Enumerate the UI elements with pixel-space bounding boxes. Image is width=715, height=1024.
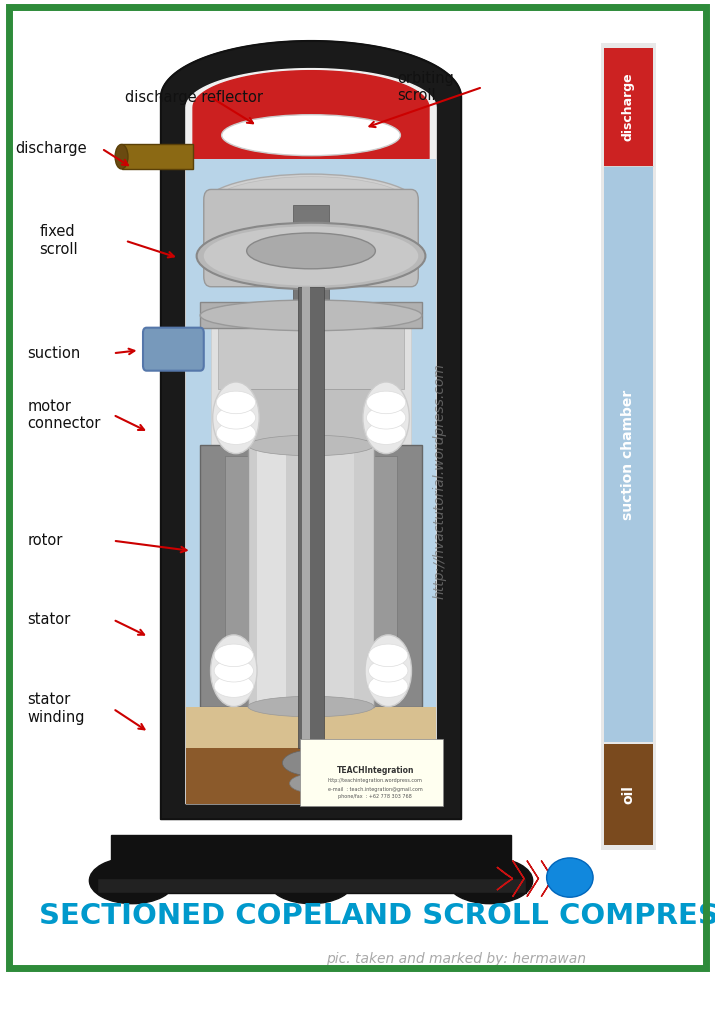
- Polygon shape: [527, 860, 538, 897]
- FancyBboxPatch shape: [204, 189, 418, 287]
- Bar: [601, 43, 656, 850]
- Ellipse shape: [290, 774, 332, 793]
- Ellipse shape: [204, 174, 418, 236]
- Ellipse shape: [222, 115, 400, 156]
- Ellipse shape: [217, 391, 256, 414]
- Polygon shape: [193, 71, 429, 159]
- Ellipse shape: [366, 422, 406, 444]
- Bar: [218, 328, 404, 389]
- Text: suction: suction: [27, 346, 80, 360]
- Bar: [186, 159, 436, 763]
- Text: http://hvactutorial.wordpress.com: http://hvactutorial.wordpress.com: [433, 364, 447, 599]
- Ellipse shape: [365, 635, 412, 707]
- Text: pic. taken and marked by: hermawan: pic. taken and marked by: hermawan: [326, 952, 586, 967]
- Text: discharge: discharge: [16, 141, 87, 156]
- Bar: [186, 748, 436, 804]
- Bar: [604, 48, 653, 166]
- Text: TEACHIntegration: TEACHIntegration: [337, 766, 414, 774]
- Ellipse shape: [214, 644, 253, 667]
- Ellipse shape: [214, 659, 253, 682]
- Text: SECTIONED COPELAND SCROLL COMPRESSOR: SECTIONED COPELAND SCROLL COMPRESSOR: [39, 902, 715, 931]
- Ellipse shape: [282, 750, 340, 776]
- Text: oil: oil: [621, 785, 636, 804]
- FancyBboxPatch shape: [300, 739, 443, 806]
- Text: fixed
scroll: fixed scroll: [39, 224, 78, 257]
- Polygon shape: [186, 69, 436, 804]
- Polygon shape: [161, 41, 461, 819]
- Ellipse shape: [211, 176, 411, 233]
- Ellipse shape: [204, 226, 418, 286]
- Ellipse shape: [248, 696, 374, 717]
- Ellipse shape: [89, 858, 175, 903]
- Ellipse shape: [197, 223, 425, 289]
- Bar: [225, 389, 397, 440]
- Text: discharge reflector: discharge reflector: [125, 90, 263, 104]
- Ellipse shape: [217, 407, 256, 429]
- Text: suction chamber: suction chamber: [621, 389, 636, 520]
- Text: rotor: rotor: [27, 534, 62, 548]
- Ellipse shape: [248, 435, 374, 456]
- Ellipse shape: [268, 858, 354, 903]
- Polygon shape: [497, 879, 513, 890]
- Bar: [248, 445, 374, 707]
- FancyBboxPatch shape: [143, 328, 204, 371]
- Bar: [293, 205, 329, 307]
- Bar: [122, 144, 193, 169]
- Ellipse shape: [369, 675, 408, 697]
- Bar: [200, 302, 422, 328]
- Ellipse shape: [217, 422, 256, 444]
- Bar: [325, 451, 354, 701]
- Bar: [111, 835, 511, 881]
- Bar: [257, 451, 286, 701]
- Bar: [211, 307, 411, 722]
- Ellipse shape: [210, 635, 257, 707]
- Ellipse shape: [213, 382, 259, 454]
- Ellipse shape: [547, 858, 593, 897]
- Bar: [298, 287, 324, 748]
- Ellipse shape: [363, 382, 409, 454]
- Bar: [186, 707, 436, 748]
- Ellipse shape: [447, 858, 533, 903]
- Ellipse shape: [115, 144, 128, 169]
- Ellipse shape: [369, 659, 408, 682]
- Bar: [225, 456, 397, 696]
- Bar: [200, 445, 422, 707]
- Ellipse shape: [214, 675, 253, 697]
- Ellipse shape: [366, 391, 406, 414]
- Text: stator
winding: stator winding: [27, 692, 84, 725]
- Text: phone/fax  : +62 778 303 768: phone/fax : +62 778 303 768: [338, 795, 413, 799]
- Text: orbiting
scroll: orbiting scroll: [397, 71, 454, 103]
- Bar: [604, 167, 653, 742]
- Polygon shape: [541, 860, 553, 897]
- Polygon shape: [513, 860, 524, 897]
- Bar: [97, 878, 526, 893]
- Ellipse shape: [200, 300, 422, 331]
- Bar: [604, 744, 653, 845]
- Text: http://teachintegration.wordpress.com: http://teachintegration.wordpress.com: [328, 778, 423, 782]
- Ellipse shape: [369, 644, 408, 667]
- Text: e-mail  : teach.integration@gmail.com: e-mail : teach.integration@gmail.com: [328, 787, 423, 792]
- Bar: [302, 287, 310, 748]
- Text: discharge: discharge: [622, 73, 635, 141]
- Text: stator: stator: [27, 612, 70, 627]
- Ellipse shape: [247, 233, 375, 268]
- Text: motor
connector: motor connector: [27, 398, 101, 431]
- Ellipse shape: [366, 407, 406, 429]
- Polygon shape: [497, 867, 513, 879]
